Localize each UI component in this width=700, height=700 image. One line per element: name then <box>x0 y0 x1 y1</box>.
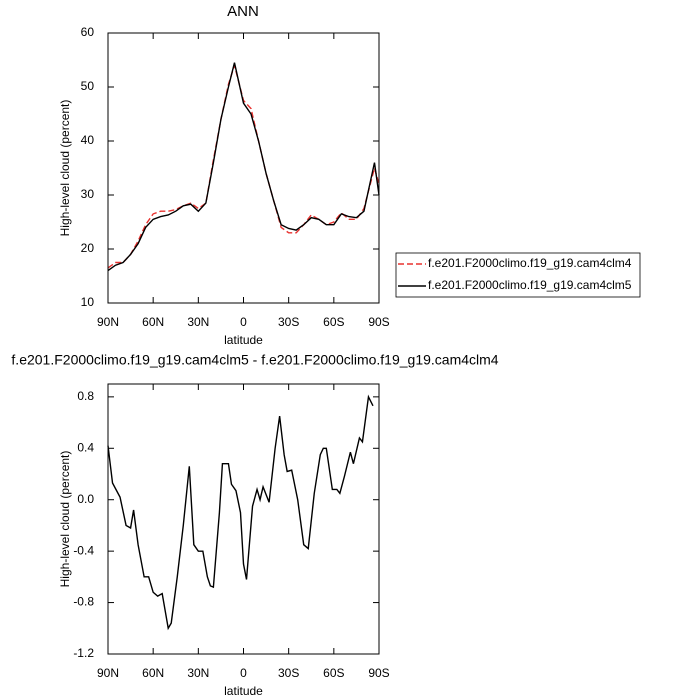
x-tick-label: 90S <box>368 315 389 329</box>
x-axis-label: latitude <box>224 684 263 698</box>
x-tick-label: 30N <box>187 666 209 680</box>
y-tick-label: 0.8 <box>77 389 94 403</box>
x-tick-label: 90S <box>368 666 389 680</box>
data-line <box>107 62 380 272</box>
y-tick-label: 50 <box>81 79 95 93</box>
y-tick-label: 30 <box>81 187 95 201</box>
x-axis-label: latitude <box>224 333 263 347</box>
y-tick-label: 40 <box>81 133 95 147</box>
plot-frame <box>107 383 380 655</box>
x-tick-label: 60N <box>142 315 164 329</box>
x-tick-label: 30S <box>278 666 299 680</box>
legend-label: f.e201.F2000climo.f19_g19.cam4clm4 <box>428 256 632 270</box>
y-tick-label: -0.4 <box>73 543 94 557</box>
legend-label: f.e201.F2000climo.f19_g19.cam4clm5 <box>428 278 632 292</box>
x-tick-label: 30N <box>187 315 209 329</box>
x-tick-label: 90N <box>97 666 119 680</box>
y-tick-label: -1.2 <box>73 646 94 660</box>
x-tick-label: 90N <box>97 315 119 329</box>
y-axis-label: High-level cloud (percent) <box>58 451 72 588</box>
y-tick-label: 60 <box>81 25 95 39</box>
y-tick-label: 0.0 <box>77 492 94 506</box>
x-tick-label: 0 <box>240 315 247 329</box>
plot-frame <box>107 32 380 304</box>
x-tick-label: 60S <box>323 666 344 680</box>
data-line <box>107 394 374 631</box>
legend-box <box>395 252 641 298</box>
y-tick-label: 10 <box>81 295 95 309</box>
y-tick-label: 0.4 <box>77 440 94 454</box>
y-axis-label: High-level cloud (percent) <box>58 100 72 237</box>
y-tick-label: 20 <box>81 241 95 255</box>
x-tick-label: 0 <box>240 666 247 680</box>
x-tick-label: 60N <box>142 666 164 680</box>
chart-title: f.e201.F2000climo.f19_g19.cam4clm5 - f.e… <box>11 352 498 368</box>
chart-title: ANN <box>227 3 259 20</box>
y-tick-label: -0.8 <box>73 595 94 609</box>
data-line <box>107 62 380 269</box>
x-tick-label: 30S <box>278 315 299 329</box>
x-tick-label: 60S <box>323 315 344 329</box>
